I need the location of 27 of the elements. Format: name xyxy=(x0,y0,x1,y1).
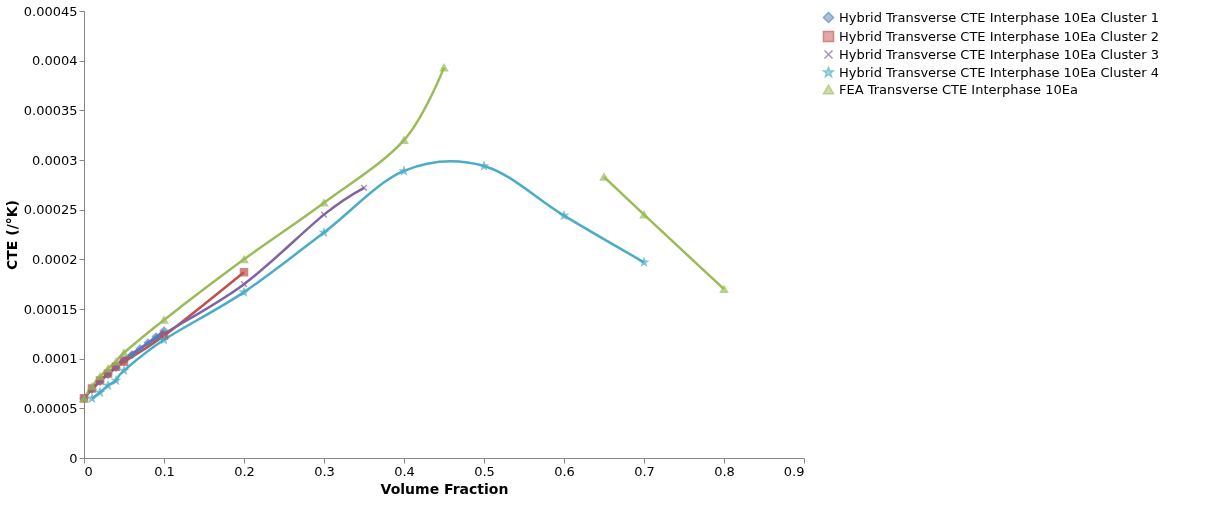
y-axis-title: CTE (/°K) xyxy=(3,199,20,271)
y-tick-label: 0.0001 xyxy=(32,351,78,367)
x-tick-label: 0.2 xyxy=(234,463,255,479)
legend-label: Hybrid Transverse CTE Interphase 10Ea Cluster 4 xyxy=(839,64,1159,80)
legend-label: Hybrid Transverse CTE Interphase 10Ea Cluster 2 xyxy=(839,28,1159,44)
y-tick-label: 0.00025 xyxy=(23,202,78,218)
x-axis-title: Volume Fraction xyxy=(380,480,509,497)
y-tick-label: 0.00045 xyxy=(23,3,78,19)
y-tick-label: 0.0002 xyxy=(32,251,78,267)
y-tick-label: 0.00035 xyxy=(23,102,78,118)
y-tick-label: 0 xyxy=(69,450,78,466)
x-tick-label: 0.6 xyxy=(554,463,575,479)
y-tick-label: 0.00015 xyxy=(23,301,78,317)
x-tick-label: 0.9 xyxy=(783,463,805,479)
x-tick-label: 0.1 xyxy=(154,463,175,479)
x-tick-label: 0 xyxy=(84,463,93,479)
legend-label: Hybrid Transverse CTE Interphase 10Ea Cluster 3 xyxy=(839,46,1159,62)
y-tick-label: 0.00005 xyxy=(23,400,78,416)
x-tick-label: 0.8 xyxy=(714,463,735,479)
legend-label: FEA Transverse CTE Interphase 10Ea xyxy=(839,81,1078,97)
x-tick-label: 0.3 xyxy=(314,463,335,479)
x-tick-label: 0.4 xyxy=(394,463,415,479)
y-tick-label: 0.0004 xyxy=(32,53,78,69)
x-tick-label: 0.5 xyxy=(474,463,495,479)
x-tick-label: 0.7 xyxy=(634,463,655,479)
y-tick-label: 0.0003 xyxy=(32,152,78,168)
legend-label: Hybrid Transverse CTE Interphase 10Ea Cluster 1 xyxy=(839,9,1159,25)
